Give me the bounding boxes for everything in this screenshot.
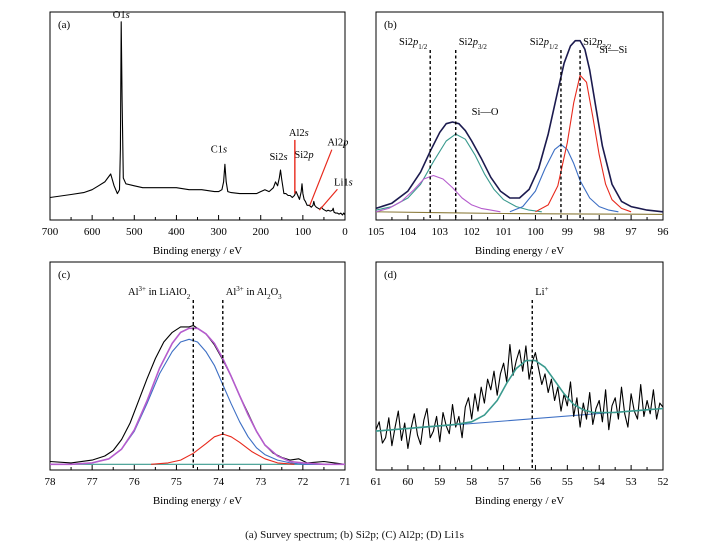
x-tick-label: 98 — [594, 226, 606, 238]
chart-panel-c: (c) 78 77 76 75 74 73 72 71 Binding energy / eV Al… — [45, 261, 351, 507]
x-tick-label: 200 — [252, 226, 269, 238]
chart-panel-a: (a) 700 600 500 400 300 200 100 0 Binding energy … — [42, 10, 353, 257]
x-tick-label: 58 — [466, 476, 478, 488]
series-component-99.2 — [509, 143, 619, 213]
x-tick-label: 60 — [402, 476, 414, 488]
x-tick-label: 52 — [658, 476, 669, 488]
x-tick-label: 101 — [495, 226, 512, 238]
reference-line-label: Si2p3/2 — [459, 37, 488, 51]
x-tick-label: 61 — [371, 476, 382, 488]
panel-label: (a) — [58, 19, 71, 31]
figure: (a) 700 600 500 400 300 200 100 0 Binding energy … — [42, 10, 670, 507]
reference-line-label: Si2p3/2 — [583, 37, 612, 51]
series-raw — [376, 344, 663, 449]
series-component-98.6 — [535, 74, 632, 213]
x-tick-label: 74 — [213, 476, 225, 488]
series-fit-envelope — [376, 39, 663, 213]
x-tick-label: 400 — [168, 226, 185, 238]
reference-line-label: Si2p1/2 — [399, 37, 428, 51]
reference-line-label: Li+ — [535, 285, 548, 298]
reference-line-label: Si2p1/2 — [530, 37, 559, 51]
x-tick-label: 55 — [562, 476, 574, 488]
panel-label: (c) — [58, 269, 71, 281]
peak-label: C1s — [211, 144, 227, 155]
plot-frame — [49, 261, 346, 471]
al2p-indicator — [309, 149, 333, 206]
figure-caption: (a) Survey spectrum; (b) Si2p; (C) Al2p;… — [245, 529, 464, 541]
reference-line-label: Al3+ in Al2O3 — [226, 285, 282, 301]
panel-label: (d) — [384, 269, 397, 281]
peak-label: O1s — [113, 10, 130, 21]
peak-label: Al2s — [289, 128, 309, 139]
peak-label: Al2p — [327, 138, 348, 149]
x-tick-label: 100 — [295, 226, 312, 238]
x-axis-label: Binding energy / eV — [475, 245, 564, 257]
peak-label: Si2s — [269, 152, 287, 163]
x-tick-label: 99 — [562, 226, 574, 238]
x-tick-label: 0 — [342, 226, 348, 238]
x-axis-label: Binding energy / eV — [475, 495, 564, 507]
x-tick-label: 96 — [658, 226, 670, 238]
x-tick-label: 104 — [400, 226, 417, 238]
x-tick-label: 500 — [126, 226, 143, 238]
series-component-103.2 — [376, 174, 501, 213]
x-tick-label: 76 — [129, 476, 141, 488]
chart-panel-d: (d) 61 60 59 58 57 56 55 54 53 52 Binding energy / … — [371, 261, 669, 507]
x-axis-label: Binding energy / eV — [153, 245, 242, 257]
x-tick-label: 77 — [87, 476, 99, 488]
x-tick-label: 300 — [210, 226, 227, 238]
x-tick-label: 105 — [368, 226, 385, 238]
reference-line-label: Al3+ in LiAlO2 — [128, 285, 191, 301]
series-component-102.4 — [376, 133, 542, 213]
series-background — [376, 211, 663, 215]
x-tick-label: 102 — [463, 226, 480, 238]
x-tick-label: 54 — [594, 476, 606, 488]
peak-label: Si2p — [294, 150, 313, 161]
series-fit-envelope — [50, 327, 345, 466]
x-tick-label: 100 — [527, 226, 544, 238]
x-tick-label: 78 — [45, 476, 57, 488]
series-line — [50, 21, 345, 216]
x-tick-label: 59 — [434, 476, 446, 488]
x-tick-label: 73 — [255, 476, 267, 488]
peak-annotation: Si—Si — [599, 45, 627, 56]
li1s-indicator — [318, 188, 338, 211]
x-tick-label: 57 — [498, 476, 510, 488]
x-tick-label: 103 — [432, 226, 449, 238]
series-fit-envelope — [376, 359, 663, 432]
peak-label: Li1s — [334, 177, 353, 188]
x-tick-label: 71 — [340, 476, 351, 488]
x-tick-label: 75 — [171, 476, 183, 488]
x-tick-label: 700 — [42, 226, 59, 238]
x-tick-label: 53 — [626, 476, 638, 488]
peak-annotation: Si—O — [472, 107, 499, 118]
x-tick-label: 97 — [626, 226, 638, 238]
panel-label: (b) — [384, 19, 397, 31]
x-tick-label: 72 — [297, 476, 308, 488]
series-raw — [50, 324, 345, 465]
x-axis-label: Binding energy / eV — [153, 495, 242, 507]
chart-panel-b: (b) 105 104 103 102 101 100 99 98 97 96 Binding ene… — [368, 11, 670, 257]
x-tick-label: 600 — [84, 226, 101, 238]
x-tick-label: 56 — [530, 476, 542, 488]
series-component-74.6 — [50, 338, 324, 465]
